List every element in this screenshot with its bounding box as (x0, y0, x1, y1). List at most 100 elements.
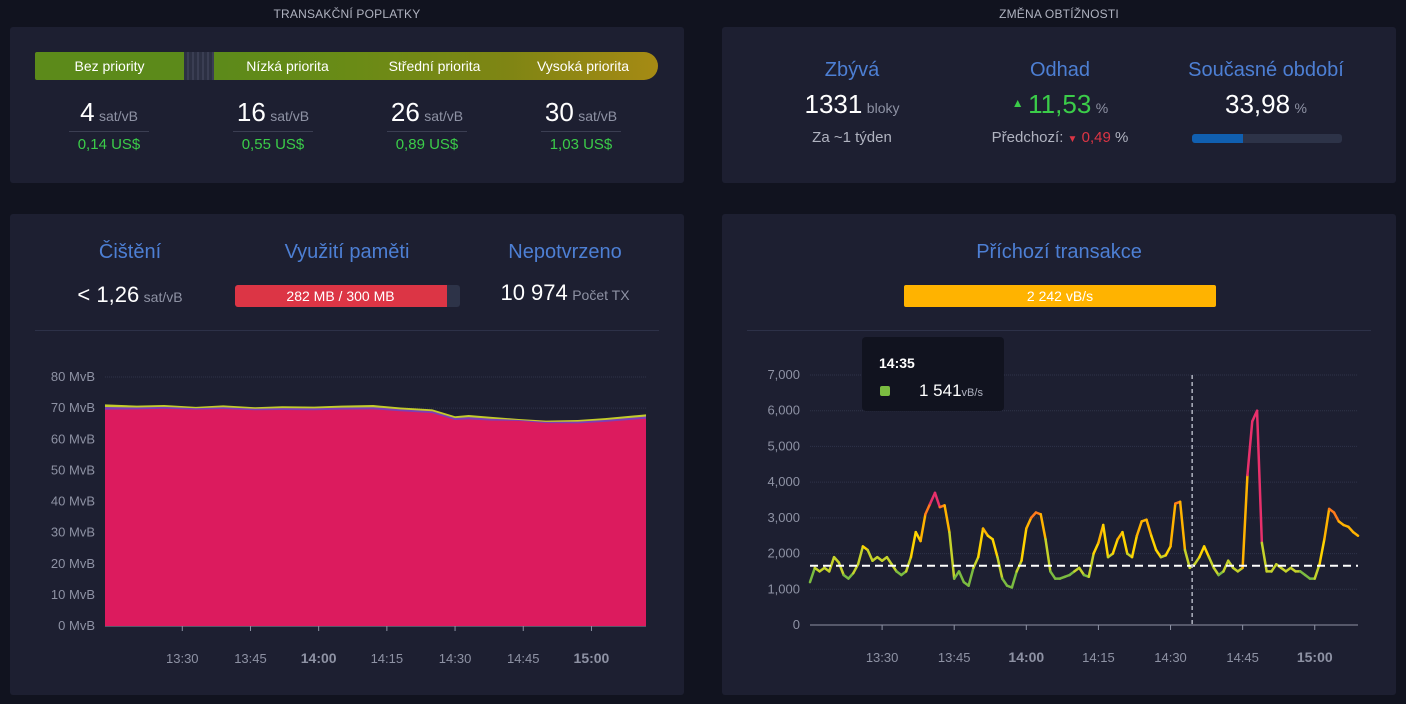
fee-medium-priority: 26 sat/vB 0,89 US$ (367, 97, 487, 153)
period-unit: % (1294, 100, 1307, 116)
remaining-unit: bloky (866, 100, 900, 116)
fee-usd: 1,03 US$ (549, 136, 613, 153)
fee-usd: 0,55 US$ (241, 136, 305, 153)
fee-high-priority: 30 sat/vB 1,03 US$ (521, 97, 641, 153)
line-segment (808, 566, 817, 584)
purging-value-row: < 1,26 sat/vB (30, 282, 230, 308)
y-tick-label: 0 (793, 617, 800, 632)
tooltip-value: 1 541 (919, 381, 962, 400)
line-segment (852, 563, 860, 575)
estimate-unit: % (1095, 100, 1109, 116)
line-segment (1092, 541, 1100, 555)
incoming-chart[interactable]: 0 1,000 2,000 3,000 4,000 5,000 6,000 7,000 13:3… (722, 214, 1396, 695)
x-tick-label: 13:45 (938, 650, 971, 665)
x-tick-label: 14:30 (1154, 650, 1187, 665)
x-tick-label: 14:45 (1226, 650, 1259, 665)
line-segment (1212, 566, 1220, 577)
fee-no-priority: 4 sat/vB 0,14 US$ (49, 97, 169, 153)
remaining-sub: Za ~1 týden (812, 129, 892, 146)
remaining-value: 1331 (804, 89, 863, 119)
fee-label-high-priority[interactable]: Vysoká priorita (508, 52, 658, 80)
fee-usd: 0,14 US$ (77, 136, 141, 153)
x-tick-label: 13:30 (166, 651, 199, 666)
fee-value: 30 (544, 97, 574, 127)
line-segment (1121, 530, 1129, 555)
unconfirmed-value: 10 974 (500, 280, 568, 305)
period-title: Současné období (1188, 59, 1344, 81)
x-tick-label: 13:30 (866, 650, 899, 665)
previous-unit: % (1115, 129, 1129, 146)
period-value: 33,98 (1225, 89, 1291, 119)
previous-row: Předchozí: ▼ 0,49 % (960, 129, 1160, 146)
line-segment (1207, 555, 1216, 570)
fees-card: Bez priority Nízká priorita Střední prio… (10, 27, 684, 183)
line-segment (943, 504, 951, 534)
x-tick-label: 14:45 (507, 651, 540, 666)
estimate-value-row: ▲ 11,53 % (960, 89, 1160, 120)
line-segment (1130, 534, 1139, 559)
difficulty-section-title: ZMĚNA OBTÍŽNOSTI (999, 7, 1119, 21)
y-tick-label: 4,000 (767, 474, 800, 489)
y-tick-label: 6,000 (767, 403, 800, 418)
line-segment (948, 530, 956, 580)
y-tick-label: 50 MvB (51, 462, 95, 477)
y-tick-label: 3,000 (767, 510, 800, 525)
y-tick-label: 10 MvB (51, 587, 95, 602)
unconfirmed-title: Nepotvrzeno (508, 241, 622, 263)
incoming-rate-bar: 2 242 vB/s (904, 285, 1216, 307)
line-segment (1164, 545, 1172, 557)
previous-value: 0,49 (1081, 129, 1111, 146)
x-tick-label: 13:45 (234, 651, 267, 666)
line-segment (1049, 570, 1057, 580)
purging-unit: sat/vB (143, 289, 183, 305)
line-segment (885, 555, 893, 566)
fee-label-low-priority[interactable]: Nízká priorita (214, 52, 361, 80)
line-segment (924, 502, 932, 516)
y-tick-label: 5,000 (767, 438, 800, 453)
y-tick-label: 30 MvB (51, 525, 95, 540)
mempool-divider (35, 330, 659, 331)
period-progress-bar (1192, 134, 1342, 143)
line-segment (1010, 570, 1018, 589)
y-tick-label: 2,000 (767, 546, 800, 561)
line-segment (1145, 518, 1153, 537)
tooltip-series-marker (880, 386, 890, 396)
memory-usage-bar: 282 MB / 300 MB (235, 285, 460, 307)
y-tick-label: 20 MvB (51, 556, 95, 571)
line-segment (1332, 511, 1341, 523)
mempool-card: Čištění < 1,26 sat/vB Využití paměti 282… (10, 214, 684, 695)
previous-label: Předchozí: (991, 129, 1064, 146)
memory-usage-text: 282 MB / 300 MB (286, 288, 395, 304)
y-tick-label: 7,000 (767, 367, 800, 382)
period-progress-fill (1192, 134, 1243, 143)
fee-label-no-priority[interactable]: Bez priority (35, 52, 184, 80)
difficulty-card: Zbývá 1331 bloky Za ~1 týden Odhad ▲ 11,… (722, 27, 1396, 183)
fee-label-medium-priority[interactable]: Střední priorita (361, 52, 508, 80)
line-segment (1001, 577, 1009, 587)
y-tick-label: 80 MvB (51, 369, 95, 384)
x-tick-label: 14:00 (1008, 649, 1044, 665)
line-segment (1241, 473, 1249, 570)
line-segment (1154, 548, 1163, 559)
line-segment (1270, 563, 1278, 573)
fee-priority-bar: Bez priority Nízká priorita Střední prio… (35, 52, 658, 80)
mempool-chart[interactable]: 0 MvB 10 MvB 20 MvB 30 MvB 40 MvB 50 MvB 60 Mv… (10, 214, 684, 695)
x-tick-label: 15:00 (574, 650, 610, 666)
tooltip-unit: vB/s (961, 387, 983, 399)
caret-up-icon: ▲ (1011, 96, 1024, 110)
line-segment (1077, 566, 1086, 577)
x-tick-label: 14:00 (301, 650, 337, 666)
line-segment (976, 527, 985, 559)
line-segment (919, 513, 927, 543)
area-series (105, 408, 646, 626)
x-tick-label: 14:30 (439, 651, 472, 666)
fee-value: 26 (390, 97, 420, 127)
incoming-title: Příchozí transakce (976, 241, 1142, 263)
line-segment (1260, 541, 1268, 573)
memory-title: Využití paměti (284, 241, 410, 263)
fee-usd: 0,89 US$ (395, 136, 459, 153)
line-segment (1135, 520, 1143, 537)
fee-unit: sat/vB (578, 108, 618, 124)
fee-value: 16 (236, 97, 266, 127)
line-segment (909, 530, 918, 559)
